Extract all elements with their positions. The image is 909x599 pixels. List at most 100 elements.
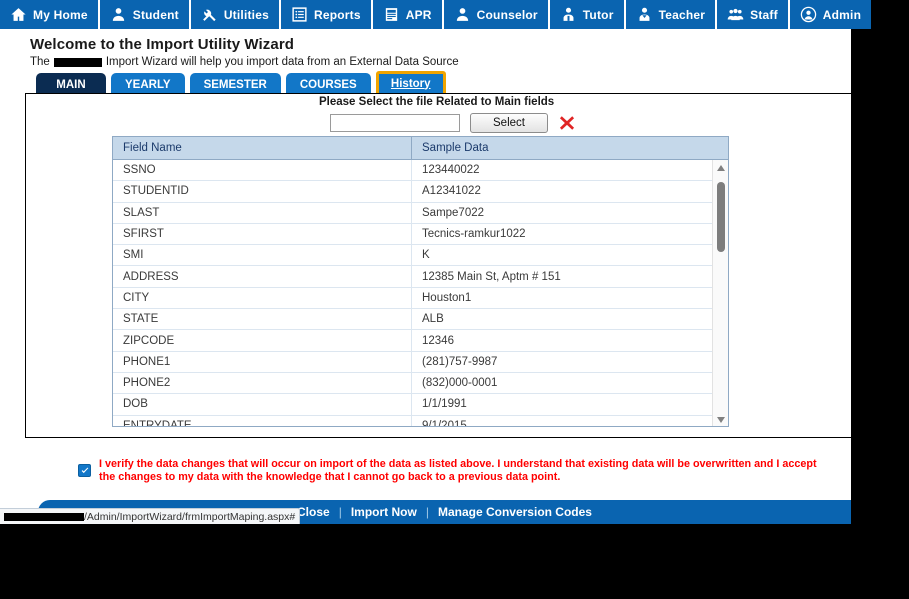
redacted-product-name [53, 57, 102, 67]
subtitle-suffix: Import Wizard will help you import data … [105, 56, 459, 68]
nav-item-admin[interactable]: Admin [789, 0, 872, 29]
scroll-up-arrow-icon[interactable] [713, 160, 728, 176]
nav-item-label: Admin [822, 7, 862, 22]
cell-sample-data: ALB [422, 313, 444, 326]
tab-yearly[interactable]: YEARLY [111, 73, 185, 96]
table-row[interactable]: PHONE2 (832)000-0001 [113, 372, 728, 395]
close-button[interactable]: Close [297, 505, 330, 519]
cell-sample-data: A12341022 [422, 185, 481, 198]
cell-field-name: ADDRESS [113, 266, 412, 287]
browser-content: My Home Student Utilities Reports [0, 0, 872, 524]
table-row[interactable]: DOB 1/1/1991 [113, 394, 728, 416]
cell-field-name: ZIPCODE [113, 330, 412, 351]
table-row[interactable]: SFIRST Tecnics-ramkur1022 [113, 223, 728, 246]
nav-item-label: Teacher [658, 7, 706, 22]
import-now-button[interactable]: Import Now [350, 505, 417, 519]
tab-label: COURSES [299, 78, 357, 91]
nav-item-label: My Home [33, 7, 88, 22]
teacher-icon [636, 6, 653, 23]
cell-sample-data: Houston1 [422, 291, 472, 304]
page-heading: Welcome to the Import Utility Wizard The… [30, 36, 730, 68]
nav-item-teacher[interactable]: Teacher [625, 0, 718, 29]
table-row[interactable]: ZIPCODE 12346 [113, 330, 728, 352]
cell-sample-data: 12346 [422, 334, 454, 347]
table-row[interactable]: ADDRESS 12385 Main St, Aptm # 151 [113, 266, 728, 288]
cell-sample-data: 12385 Main St, Aptm # 151 [422, 270, 561, 283]
home-icon [10, 6, 27, 23]
table-row[interactable]: STATE ALB [113, 309, 728, 331]
main-navigation-bar: My Home Student Utilities Reports [0, 0, 872, 29]
tab-main[interactable]: MAIN [36, 73, 106, 96]
red-x-icon[interactable] [558, 114, 576, 132]
table-row[interactable]: PHONE1 (281)757-9987 [113, 351, 728, 373]
grid-vertical-scrollbar[interactable] [712, 160, 728, 426]
nav-item-apr[interactable]: APR [372, 0, 444, 29]
tab-history[interactable]: History [375, 71, 446, 96]
nav-item-reports[interactable]: Reports [280, 0, 373, 29]
cell-field-name: ENTRYDATE [113, 415, 412, 426]
nav-item-label: Counselor [476, 7, 538, 22]
scrollbar-thumb[interactable] [717, 182, 725, 252]
verify-checkbox[interactable] [78, 464, 91, 477]
nav-item-label: Utilities [223, 7, 269, 22]
cell-sample-data: 123440022 [422, 164, 480, 177]
cell-field-name: SFIRST [113, 223, 412, 245]
browser-status-bar: /Admin/ImportWizard/frmImportMaping.aspx… [0, 508, 301, 524]
file-select-row: Select [330, 113, 576, 133]
nav-item-label: Student [132, 7, 179, 22]
tutor-icon [560, 6, 577, 23]
grid-column-header-sample-data: Sample Data [422, 142, 489, 154]
wizard-tabs: MAIN YEARLY SEMESTER COURSES History [36, 71, 446, 96]
verification-text: I verify the data changes that will occu… [99, 458, 817, 483]
table-row[interactable]: STUDENTID A12341022 [113, 181, 728, 203]
table-row[interactable]: CITY Houston1 [113, 287, 728, 310]
subtitle-prefix: The [30, 56, 50, 68]
table-row[interactable]: ENTRYDATE 9/1/2015 [113, 415, 728, 426]
grid-body: SSNO 123440022 STUDENTID A12341022 SLAST… [113, 160, 728, 426]
cell-field-name: CITY [113, 287, 412, 309]
page-subtitle: The Import Wizard will help you import d… [30, 56, 730, 68]
link-separator: | [338, 505, 342, 519]
select-file-button[interactable]: Select [470, 113, 548, 133]
nav-item-label: Staff [750, 7, 778, 22]
admin-icon [800, 6, 817, 23]
nav-item-my-home[interactable]: My Home [0, 0, 100, 29]
nav-item-counselor[interactable]: Counselor [443, 0, 550, 29]
cell-field-name: STUDENTID [113, 181, 412, 202]
person-icon [454, 6, 471, 23]
cell-sample-data: 1/1/1991 [422, 398, 467, 411]
table-row[interactable]: SMI K [113, 245, 728, 267]
manage-conversion-codes-button[interactable]: Manage Conversion Codes [437, 505, 592, 519]
cell-sample-data: (832)000-0001 [422, 377, 498, 390]
file-path-input[interactable] [330, 114, 460, 132]
redacted-domain [4, 512, 84, 521]
nav-item-label: APR [405, 7, 432, 22]
grid-column-header-field-name: Field Name [113, 137, 412, 159]
tab-semester[interactable]: SEMESTER [189, 73, 281, 96]
cell-field-name: PHONE2 [113, 372, 412, 394]
nav-item-student[interactable]: Student [99, 0, 191, 29]
cell-sample-data: (281)757-9987 [422, 355, 498, 368]
table-row[interactable]: SLAST Sampe7022 [113, 202, 728, 224]
cell-field-name: DOB [113, 394, 412, 415]
grid-header-row: Field Name Sample Data [113, 137, 728, 160]
scroll-down-arrow-icon[interactable] [713, 412, 728, 426]
tab-label: MAIN [56, 78, 86, 91]
field-mapping-grid: Field Name Sample Data SSNO 123440022 ST… [112, 136, 729, 427]
nav-item-staff[interactable]: Staff [717, 0, 790, 29]
tab-label: History [390, 77, 431, 90]
tools-icon [201, 6, 218, 23]
nav-item-utilities[interactable]: Utilities [190, 0, 281, 29]
nav-item-label: Reports [313, 7, 361, 22]
cell-sample-data: Sampe7022 [422, 206, 485, 219]
cell-field-name: SMI [113, 245, 412, 266]
status-bar-url: /Admin/ImportWizard/frmImportMaping.aspx… [84, 510, 296, 523]
tab-courses[interactable]: COURSES [285, 73, 371, 96]
page-title: Welcome to the Import Utility Wizard [30, 36, 295, 53]
cell-field-name: SSNO [113, 160, 412, 181]
nav-item-tutor[interactable]: Tutor [549, 0, 626, 29]
table-row[interactable]: SSNO 123440022 [113, 160, 728, 182]
group-icon [727, 6, 744, 23]
file-select-label: Please Select the file Related to Main f… [319, 96, 555, 108]
list-icon [291, 6, 308, 23]
